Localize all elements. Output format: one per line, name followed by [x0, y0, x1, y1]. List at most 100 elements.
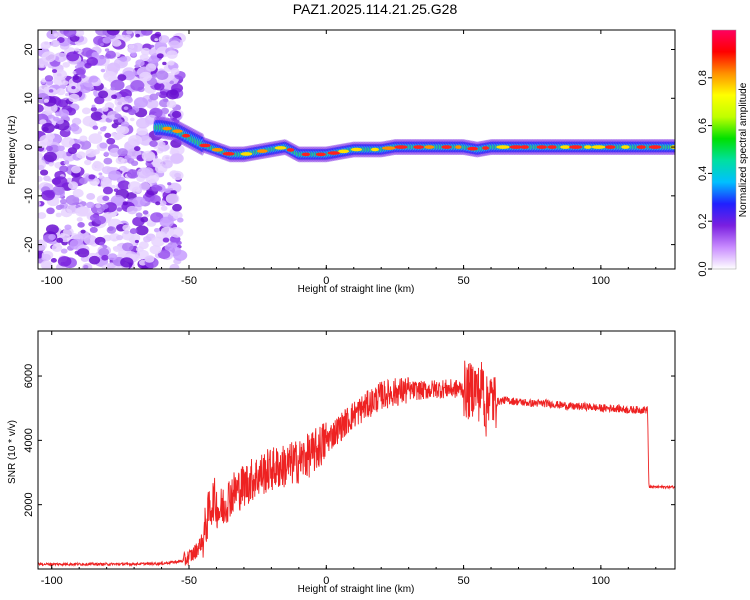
colorbar-label: Normalized spectral amplitude — [738, 82, 749, 217]
heatmap-noise-blob — [93, 35, 106, 46]
snr-y-label: SNR (10 * v/v) — [7, 420, 18, 484]
heatmap-noise-blob — [54, 124, 60, 129]
heatmap-noise-blob — [77, 221, 85, 228]
heatmap-noise-blob — [158, 200, 167, 207]
heatmap-noise-blob — [135, 33, 141, 38]
heatmap-noise-blob — [93, 149, 100, 155]
heatmap-noise-blob — [110, 195, 125, 206]
heatmap-noise-blob — [45, 145, 53, 152]
heatmap-noise-blob — [154, 38, 159, 42]
heatmap-noise-blob — [117, 118, 123, 123]
ridge-peak — [591, 145, 606, 149]
heatmap-noise-blob — [63, 30, 77, 38]
heatmap-noise-blob — [67, 181, 79, 190]
heatmap-noise-blob — [64, 224, 72, 230]
heatmap-noise-blob — [151, 184, 161, 192]
heatmap-noise-blob — [91, 104, 96, 108]
ridge-peak — [568, 145, 583, 149]
heatmap-noise-blob — [148, 55, 160, 64]
heatmap-noise-blob — [114, 113, 121, 119]
heatmap-noise-blob — [66, 51, 80, 62]
heatmap-noise-blob — [101, 203, 109, 210]
heatmap-noise-blob — [68, 93, 80, 103]
heatmap-noise-blob — [158, 91, 168, 99]
heatmap-noise-blob — [135, 212, 143, 218]
heatmap-noise-blob — [46, 207, 55, 215]
heatmap-noise-blob — [44, 75, 54, 82]
ridge-peak — [172, 129, 183, 133]
heatmap-noise-blob — [92, 160, 102, 168]
heatmap-noise-blob — [59, 198, 67, 205]
heatmap-noise-blob — [128, 44, 135, 49]
heatmap-noise-blob — [159, 216, 174, 228]
heatmap-noise-blob — [161, 159, 173, 169]
snr-x-tick-label: -100 — [41, 575, 63, 587]
snr-y-tick-label: 4000 — [23, 428, 35, 452]
heatmap-noise-blob — [111, 184, 116, 189]
heatmap-noise-blob — [74, 47, 80, 52]
heatmap-noise-blob — [117, 74, 127, 82]
heatmap-noise-blob — [142, 210, 149, 215]
heatmap-noise-blob — [106, 137, 116, 145]
heatmap-noise-blob — [157, 249, 171, 260]
heatmap-noise-blob — [38, 141, 47, 148]
heatmap-noise-blob — [38, 201, 41, 206]
heatmap-noise-blob — [160, 205, 168, 211]
snr-x-tick-label: -50 — [181, 575, 197, 587]
heatmap-noise-blob — [117, 180, 131, 190]
colorbar-tick-label: 0.6 — [697, 118, 709, 133]
heatmap-noise-blob — [62, 61, 70, 68]
heatmap-noise-blob — [139, 71, 152, 82]
ridge-peak — [560, 145, 571, 149]
ridge-peak — [315, 152, 327, 157]
heatmap-noise-blob — [162, 237, 170, 243]
heatmap-noise-blob — [57, 256, 72, 267]
heatmap-noise-blob — [39, 63, 45, 68]
heatmap-noise-blob — [110, 86, 116, 91]
heatmap-noise-blob — [140, 216, 149, 223]
ridge-peak — [482, 146, 490, 150]
ridge-peak — [441, 145, 452, 149]
heatmap-noise-blob — [155, 70, 169, 81]
heatmap-noise-blob — [102, 244, 108, 249]
heatmap-noise-blob — [42, 126, 49, 132]
heatmap-noise-blob — [119, 56, 128, 62]
heatmap-noise-blob — [40, 41, 51, 50]
heatmap-y-axis: 20 10 0 -10 -20 — [23, 43, 675, 253]
heatmap-noise-blob — [123, 106, 129, 110]
heatmap-noise-blob — [166, 100, 177, 109]
heatmap-noise-blob — [106, 226, 117, 234]
heatmap-noise-blob — [61, 137, 75, 148]
heatmap-y-tick-label: -10 — [23, 188, 35, 204]
colorbar-tick-label: 0.2 — [697, 214, 709, 229]
snr-line-series — [38, 360, 675, 567]
heatmap-noise-blob — [150, 212, 164, 223]
ridge-peak — [301, 152, 311, 157]
heatmap-noise-blob — [111, 123, 119, 129]
heatmap-noise-blob — [103, 151, 110, 157]
snr-y-tick-label: 6000 — [23, 364, 35, 388]
heatmap-noise-blob — [128, 134, 143, 146]
ridge-peak — [181, 133, 191, 138]
ridge-peak — [547, 145, 557, 149]
heatmap-noise-blob — [156, 53, 164, 59]
heatmap-noise-blob — [139, 135, 153, 146]
heatmap-noise-blob — [38, 239, 47, 251]
heatmap-noise-blob — [169, 263, 180, 269]
heatmap-noise-blob — [126, 30, 133, 35]
heatmap-noise-blob — [48, 234, 56, 240]
heatmap-noise-blob — [141, 150, 156, 162]
colorbar-axis: 0.0 0.2 0.4 0.6 0.8 — [697, 70, 712, 277]
ridge-peak — [327, 151, 341, 155]
heatmap-noise-blob — [53, 33, 59, 37]
heatmap-noise-blob — [86, 193, 96, 200]
heatmap-noise-blob — [38, 212, 47, 220]
heatmap-noise-blob — [114, 105, 123, 112]
heatmap-noise-blob — [86, 201, 95, 209]
heatmap-noise-blob — [72, 189, 84, 198]
snr-y-tick-label: 2000 — [23, 492, 35, 516]
heatmap-noise-blob — [65, 93, 70, 97]
heatmap-noise-blob — [134, 239, 140, 244]
heatmap-noise-blob — [150, 222, 156, 226]
heatmap-noise-blob — [114, 132, 124, 140]
